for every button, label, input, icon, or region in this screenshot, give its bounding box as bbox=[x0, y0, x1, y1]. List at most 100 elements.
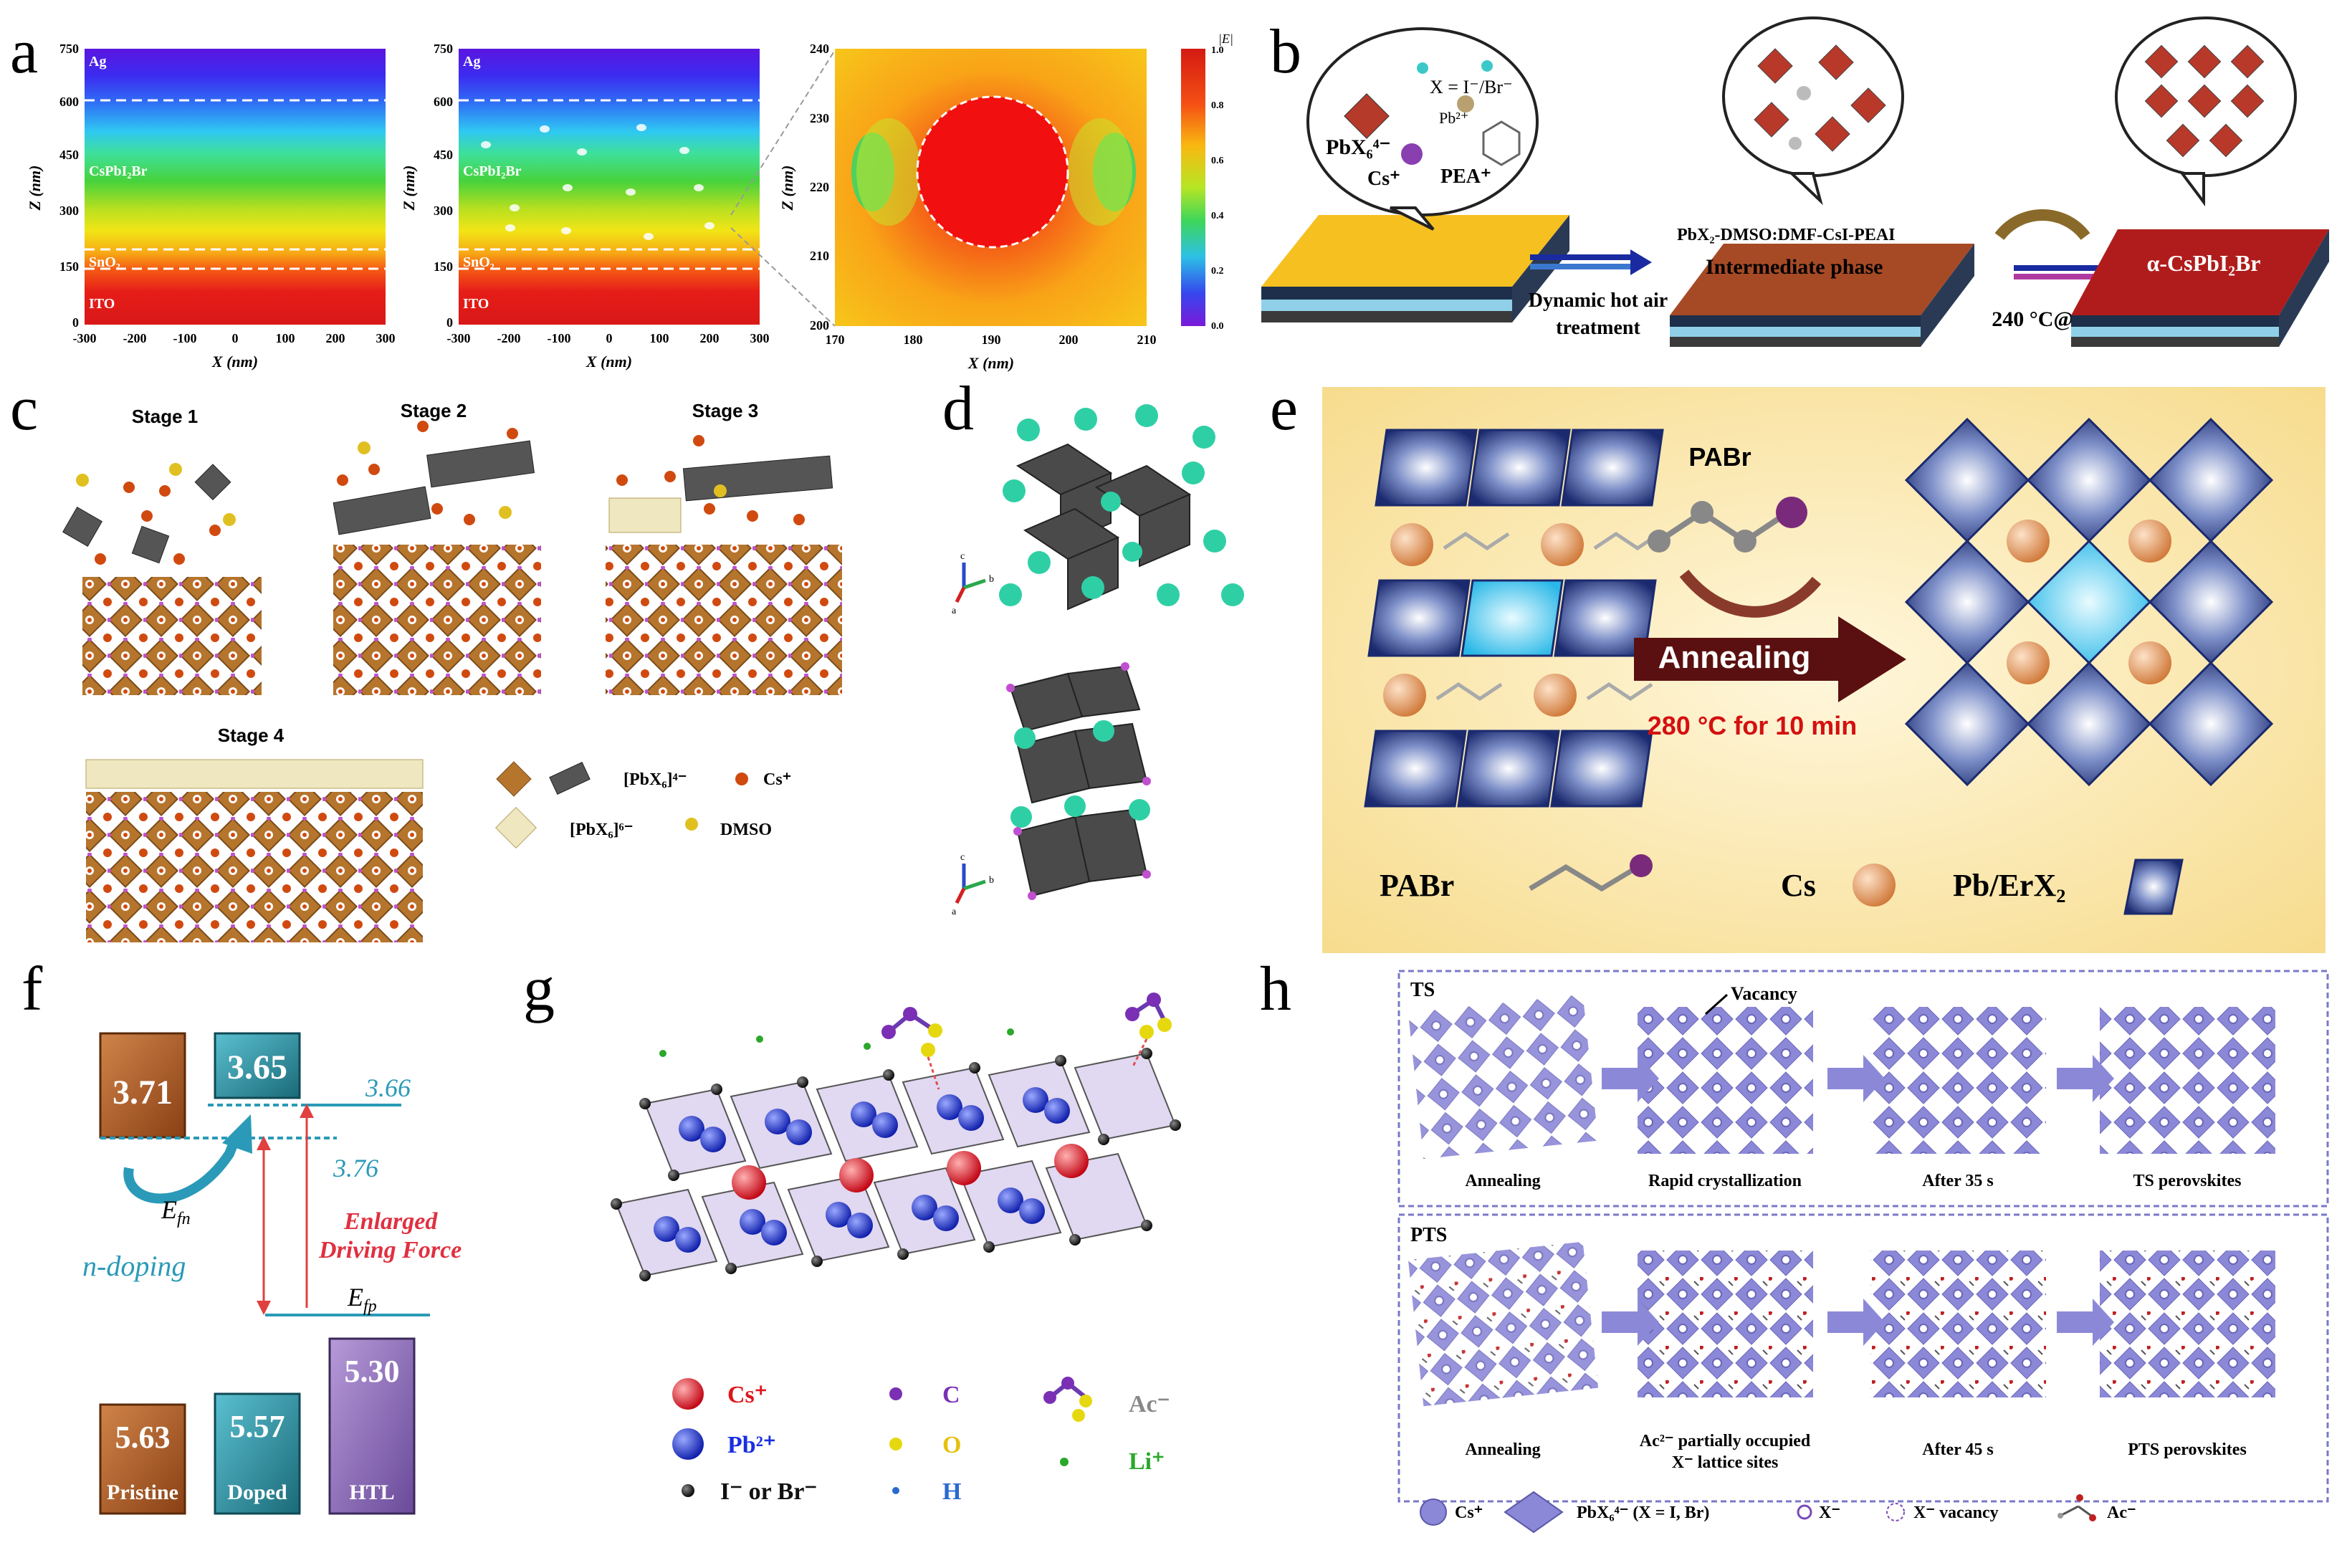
svg-text:450: 450 bbox=[59, 148, 79, 162]
vacancy-label: Vacancy bbox=[1731, 983, 1797, 1004]
svg-text:Intermediate phase: Intermediate phase bbox=[1706, 255, 1883, 279]
svg-text:450: 450 bbox=[434, 148, 453, 162]
panel-a-field-maps: Ag CsPbI₂Br SnO₂ ITO 750 600 450 300 150… bbox=[26, 32, 1233, 372]
svg-text:X = I⁻/Br⁻: X = I⁻/Br⁻ bbox=[1430, 77, 1513, 97]
pabr-molecule: PABr bbox=[1648, 442, 1807, 553]
svg-text:α-CsPbI₂Br: α-CsPbI₂Br bbox=[2146, 250, 2260, 276]
panel-h-legend: Cs⁺ PbX₆⁴⁻ (X = I, Br) X⁻ X⁻ vacancy Ac⁻ bbox=[1420, 1491, 2136, 1534]
ts-tag: TS bbox=[1410, 979, 1435, 1001]
svg-text:210: 210 bbox=[810, 249, 829, 263]
pts-row: Annealing Ac²⁻ partially occupied X⁻ lat… bbox=[1408, 1241, 2275, 1472]
substrate-product: α-CsPbI₂Br bbox=[2071, 229, 2329, 347]
panel-d-crystal-structures: c b a c b a bbox=[952, 404, 1244, 917]
panel-c-crystallization-stages: Stage 1 Stage 2 Stage 3 Stage 4 bbox=[62, 400, 842, 942]
svg-text:b: b bbox=[989, 574, 994, 585]
panel-c-legend: [PbX₆]⁴⁻ Cs⁺ [PbX₆]⁶⁻ DMSO bbox=[495, 761, 791, 848]
box-htl-bottom: 5.30 HTL bbox=[328, 1337, 416, 1515]
svg-text:C: C bbox=[942, 1382, 960, 1408]
svg-text:|E|: |E| bbox=[1218, 32, 1233, 46]
driving-force-label: Driving Force bbox=[318, 1237, 462, 1263]
layer-ag: Ag bbox=[89, 54, 106, 70]
svg-text:Pb²⁺: Pb²⁺ bbox=[1439, 109, 1468, 127]
layered-structure bbox=[1364, 429, 1664, 808]
ts-box bbox=[1397, 970, 2329, 1208]
svg-text:Cs⁺: Cs⁺ bbox=[727, 1382, 768, 1408]
svg-text:X⁻ vacancy: X⁻ vacancy bbox=[1913, 1504, 1999, 1522]
substrate-precursor bbox=[1261, 215, 1569, 322]
svg-text:-200: -200 bbox=[123, 331, 147, 345]
svg-text:treatment: treatment bbox=[1556, 317, 1640, 339]
svg-text:0: 0 bbox=[72, 315, 79, 330]
svg-text:PTS perovskites: PTS perovskites bbox=[2128, 1440, 2247, 1459]
stage-3-title: Stage 3 bbox=[692, 400, 759, 421]
svg-text:150: 150 bbox=[59, 259, 79, 274]
colorbar: |E| 1.0 0.8 0.6 0.4 0.2 0.0 bbox=[1181, 32, 1233, 332]
svg-text:After 45 s: After 45 s bbox=[1922, 1440, 1994, 1459]
pts-tag: PTS bbox=[1410, 1224, 1447, 1246]
panel-label-h: h bbox=[1260, 955, 1291, 1024]
panel-label-a: a bbox=[10, 17, 39, 87]
svg-text:H: H bbox=[942, 1478, 961, 1505]
box-doped-bottom: 5.57 Doped bbox=[214, 1392, 301, 1515]
svg-text:c: c bbox=[960, 852, 965, 863]
svg-text:Cs⁺: Cs⁺ bbox=[1367, 168, 1400, 190]
svg-text:300: 300 bbox=[434, 204, 453, 218]
svg-text:[PbX₆]⁴⁻: [PbX₆]⁴⁻ bbox=[623, 770, 687, 789]
svg-text:180: 180 bbox=[904, 333, 923, 347]
svg-text:Annealing: Annealing bbox=[1465, 1440, 1540, 1459]
svg-text:0.0: 0.0 bbox=[1211, 321, 1224, 332]
svg-text:750: 750 bbox=[434, 42, 453, 56]
svg-text:750: 750 bbox=[59, 42, 79, 56]
svg-text:Z (nm): Z (nm) bbox=[778, 166, 796, 211]
svg-text:HTL: HTL bbox=[349, 1481, 394, 1504]
stage-2-structure bbox=[333, 421, 541, 695]
svg-text:CsPbI₂Br: CsPbI₂Br bbox=[463, 163, 522, 179]
svg-text:a: a bbox=[952, 907, 957, 917]
svg-text:PbX₂-DMSO:DMF-CsI-PEAI: PbX₂-DMSO:DMF-CsI-PEAI bbox=[1677, 226, 1896, 244]
panel-h-ts-pts-crystallization: TS PTS Vacancy Annealing Rapid crystalli… bbox=[1397, 970, 2329, 1534]
panel-e-legend: PABr Cs Pb/ErX₂ bbox=[1380, 854, 2184, 915]
x-axis-label-2: X (nm) bbox=[586, 353, 632, 371]
layer-sno2: SnO₂ bbox=[89, 254, 120, 270]
svg-text:PbX₆⁴⁻ (X = I, Br): PbX₆⁴⁻ (X = I, Br) bbox=[1577, 1504, 1709, 1522]
box-doped-top: 3.65 bbox=[214, 1032, 301, 1099]
z-axis-label-2: Z (nm) bbox=[400, 166, 418, 211]
cs-ions-left bbox=[1383, 523, 1584, 717]
svg-text:5.30: 5.30 bbox=[345, 1354, 400, 1389]
svg-text:-200: -200 bbox=[497, 331, 521, 345]
svg-text:DMSO: DMSO bbox=[720, 821, 772, 839]
cs-ions-right bbox=[2007, 520, 2171, 684]
svg-text:PEA⁺: PEA⁺ bbox=[1440, 166, 1491, 188]
panel-label-b: b bbox=[1270, 17, 1301, 87]
svg-text:200: 200 bbox=[1059, 333, 1079, 347]
perovskite-3d bbox=[1904, 417, 2274, 787]
svg-text:0: 0 bbox=[446, 315, 453, 330]
pts-box bbox=[1397, 1213, 2329, 1503]
svg-text:200: 200 bbox=[700, 331, 720, 345]
stage-4-structure bbox=[85, 759, 424, 942]
svg-text:Ac⁻: Ac⁻ bbox=[1129, 1391, 1170, 1418]
svg-text:210: 210 bbox=[1137, 333, 1157, 347]
acetate-2 bbox=[1125, 993, 1172, 1069]
svg-text:PbX₆⁴⁻: PbX₆⁴⁻ bbox=[1326, 135, 1391, 159]
svg-text:Dynamic hot air: Dynamic hot air bbox=[1529, 290, 1668, 312]
svg-text:Ag: Ag bbox=[463, 54, 480, 70]
panel-b-synthesis-scheme: X = I⁻/Br⁻ Pb²⁺ PbX₆⁴⁻ Cs⁺ PEA⁺ Dynamic … bbox=[1261, 16, 2329, 347]
svg-text:Li⁺: Li⁺ bbox=[1129, 1448, 1165, 1475]
arrow-hot-air: Dynamic hot air treatment bbox=[1529, 249, 1668, 339]
svg-text:1.0: 1.0 bbox=[1211, 45, 1224, 56]
svg-text:Ac⁻: Ac⁻ bbox=[2107, 1504, 2136, 1522]
svg-text:-300: -300 bbox=[447, 331, 471, 345]
svg-text:220: 220 bbox=[810, 180, 829, 194]
box-pristine-top: 3.71 bbox=[99, 1032, 186, 1139]
n-doping-arrow bbox=[123, 1134, 242, 1204]
level-3-76: 3.76 bbox=[333, 1154, 378, 1182]
layer-cspbi2br: CsPbI₂Br bbox=[89, 163, 148, 179]
svg-text:280 °C for 10 min: 280 °C for 10 min bbox=[1648, 711, 1858, 740]
svg-text:Annealing: Annealing bbox=[1465, 1172, 1540, 1190]
svg-text:0.2: 0.2 bbox=[1211, 266, 1224, 277]
svg-text:0: 0 bbox=[606, 331, 613, 345]
stage-1-title: Stage 1 bbox=[132, 406, 199, 427]
enlarged-label: Enlarged bbox=[343, 1208, 438, 1235]
svg-text:600: 600 bbox=[59, 95, 79, 109]
